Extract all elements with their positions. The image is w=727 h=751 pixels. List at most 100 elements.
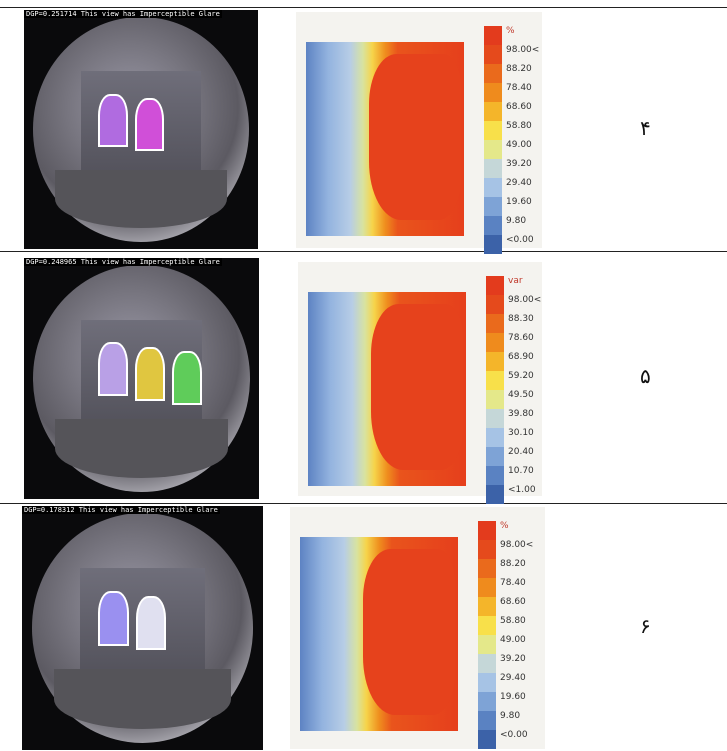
heatmap-grid bbox=[306, 42, 464, 236]
legend-swatch bbox=[486, 371, 504, 390]
legend-swatch bbox=[478, 673, 496, 692]
window bbox=[171, 351, 202, 406]
legend-swatch bbox=[484, 121, 502, 140]
heatmap-panel: var 98.00< 88.30 78.60 68.90 59.20 49.50 39.80 3… bbox=[298, 262, 542, 504]
hot-zone bbox=[369, 53, 461, 221]
legend-swatch bbox=[484, 64, 502, 83]
caption: DGP=0.248965 This view has Imperceptible… bbox=[24, 258, 222, 266]
legend-swatch bbox=[486, 447, 504, 466]
legend-swatch bbox=[484, 140, 502, 159]
legend-swatch bbox=[484, 235, 502, 254]
legend-swatch bbox=[486, 314, 504, 333]
legend-label: 9.80 bbox=[500, 711, 521, 721]
legend-swatch bbox=[484, 45, 502, 64]
legend-swatch bbox=[484, 197, 502, 216]
floor bbox=[53, 669, 232, 729]
legend-swatch bbox=[484, 102, 502, 121]
legend-label: 78.40 bbox=[500, 578, 526, 588]
legend-label: 98.00< bbox=[506, 45, 540, 55]
legend-swatch bbox=[486, 352, 504, 371]
caption: DGP=0.251714 This view has Imperceptible… bbox=[24, 10, 222, 18]
legend-swatch bbox=[478, 559, 496, 578]
legend-label: 78.60 bbox=[508, 333, 534, 343]
legend-label: 98.00< bbox=[508, 295, 542, 305]
window bbox=[97, 93, 128, 147]
floor bbox=[55, 419, 228, 479]
legend-swatch bbox=[486, 333, 504, 352]
legend-swatch bbox=[484, 26, 502, 45]
heatmap-grid bbox=[300, 537, 458, 731]
legend-swatch bbox=[486, 390, 504, 409]
window bbox=[98, 342, 129, 397]
caption: DGP=0.178312 This view has Imperceptible… bbox=[22, 506, 220, 514]
legend-label: 9.80 bbox=[506, 216, 527, 226]
row-label: ۵ bbox=[640, 364, 651, 388]
legend-label: 98.00< bbox=[500, 540, 534, 550]
heatmap-panel: % 98.00< 88.20 78.40 68.60 58.80 49.00 39.20 29.… bbox=[296, 12, 542, 254]
rule bbox=[0, 251, 727, 252]
legend-title: var bbox=[508, 276, 523, 286]
legend-swatch bbox=[478, 730, 496, 749]
legend-swatch bbox=[478, 616, 496, 635]
legend-label: 88.20 bbox=[506, 64, 532, 74]
floor bbox=[54, 169, 228, 229]
window bbox=[134, 98, 165, 152]
legend-swatch bbox=[478, 597, 496, 616]
legend-label: 10.70 bbox=[508, 466, 534, 476]
legend-label: 19.60 bbox=[506, 197, 532, 207]
legend-swatch bbox=[484, 159, 502, 178]
row-label: ۶ bbox=[640, 614, 651, 638]
legend-swatch bbox=[484, 83, 502, 102]
legend-swatch bbox=[478, 692, 496, 711]
legend-swatch bbox=[486, 409, 504, 428]
fisheye-render: DGP=0.248965 This view has Imperceptible… bbox=[24, 258, 259, 499]
legend-swatch bbox=[478, 540, 496, 559]
legend-swatch bbox=[486, 276, 504, 295]
legend-label: <0.00 bbox=[506, 235, 534, 245]
row-label: ۴ bbox=[640, 116, 651, 140]
legend-swatch bbox=[478, 711, 496, 730]
heatmap-panel: % 98.00< 88.20 78.40 68.60 58.80 49.00 39.20 29.… bbox=[290, 507, 545, 749]
sphere bbox=[33, 17, 249, 242]
legend-label: 30.10 bbox=[508, 428, 534, 438]
legend-label: 49.00 bbox=[506, 140, 532, 150]
legend-swatch bbox=[478, 635, 496, 654]
legend-title: % bbox=[506, 26, 515, 36]
heatmap-grid bbox=[308, 292, 466, 486]
legend-label: 19.60 bbox=[500, 692, 526, 702]
legend-label: 58.80 bbox=[506, 121, 532, 131]
legend-label: 49.50 bbox=[508, 390, 534, 400]
legend-label: 59.20 bbox=[508, 371, 534, 381]
legend-label: 39.80 bbox=[508, 409, 534, 419]
legend-label: 78.40 bbox=[506, 83, 532, 93]
legend-label: 88.20 bbox=[500, 559, 526, 569]
legend-label: 20.40 bbox=[508, 447, 534, 457]
sphere bbox=[33, 265, 250, 492]
legend-label: 68.60 bbox=[506, 102, 532, 112]
hot-zone bbox=[363, 548, 455, 716]
legend-label: 39.20 bbox=[500, 654, 526, 664]
legend-title: % bbox=[500, 521, 509, 531]
legend-swatch bbox=[478, 654, 496, 673]
legend-label: <0.00 bbox=[500, 730, 528, 740]
legend-label: <1.00 bbox=[508, 485, 536, 495]
legend-swatch bbox=[486, 485, 504, 504]
legend-label: 29.40 bbox=[500, 673, 526, 683]
window bbox=[98, 591, 129, 646]
legend-label: 58.80 bbox=[500, 616, 526, 626]
rule bbox=[0, 7, 727, 8]
fisheye-render: DGP=0.251714 This view has Imperceptible… bbox=[24, 10, 258, 249]
fisheye-render: DGP=0.178312 This view has Imperceptible… bbox=[22, 506, 263, 750]
legend-swatch bbox=[478, 578, 496, 597]
legend-label: 68.60 bbox=[500, 597, 526, 607]
rule bbox=[0, 503, 727, 504]
window bbox=[134, 346, 165, 401]
legend-swatch bbox=[484, 178, 502, 197]
legend-swatch bbox=[486, 428, 504, 447]
hot-zone bbox=[371, 303, 463, 471]
legend-label: 68.90 bbox=[508, 352, 534, 362]
legend-label: 29.40 bbox=[506, 178, 532, 188]
legend-label: 49.00 bbox=[500, 635, 526, 645]
legend-label: 39.20 bbox=[506, 159, 532, 169]
